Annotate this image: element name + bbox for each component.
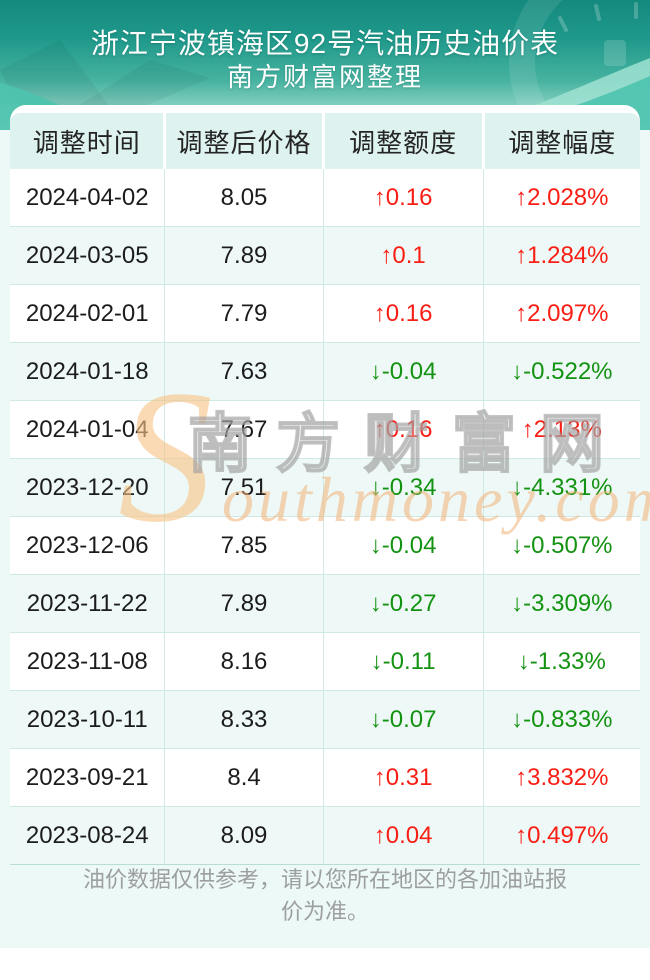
- cell-date: 2023-11-08: [10, 632, 166, 691]
- table-row: 2024-01-18 7.63 ↓-0.04 ↓-0.522%: [10, 342, 640, 401]
- table-row: 2024-03-05 7.89 ↑0.1 ↑1.284%: [10, 226, 640, 285]
- cell-price: 8.4: [164, 748, 324, 807]
- cell-rate: ↓-0.833%: [482, 690, 640, 749]
- cell-rate: ↑1.284%: [482, 226, 640, 285]
- cell-change: ↑0.04: [322, 806, 484, 865]
- cell-price: 7.63: [164, 342, 324, 401]
- disclaimer-text: 油价数据仅供参考，请以您所在地区的各加油站报价为准。: [82, 867, 567, 924]
- cell-change: ↓-0.04: [322, 516, 484, 575]
- cell-rate: ↑2.13%: [482, 400, 640, 459]
- cell-price: 8.33: [164, 690, 324, 749]
- cell-date: 2023-09-21: [10, 748, 166, 807]
- price-table-card: 调整时间 调整后价格 调整额度 调整幅度 2024-04-02 8.05 ↑0.…: [10, 105, 640, 865]
- table-row: 2023-11-22 7.89 ↓-0.27 ↓-3.309%: [10, 574, 640, 633]
- cell-change: ↑0.16: [322, 400, 484, 459]
- cell-rate: ↓-0.522%: [482, 342, 640, 401]
- column-header-change-amount: 调整额度: [321, 113, 485, 169]
- cell-change: ↓-0.34: [322, 458, 484, 517]
- cell-change: ↓-0.27: [322, 574, 484, 633]
- page-subtitle: 南方财富网整理: [226, 62, 423, 92]
- price-table-header: 调整时间 调整后价格 调整额度 调整幅度: [10, 113, 640, 169]
- cell-date: 2023-08-24: [10, 806, 166, 865]
- cell-rate: ↑0.497%: [482, 806, 640, 865]
- cell-rate: ↑3.832%: [482, 748, 640, 807]
- cell-price: 7.67: [164, 400, 324, 459]
- page-background: 浙江宁波镇海区92号汽油历史油价表 南方财富网整理 调整时间 调整后价格 调整额…: [0, 0, 650, 948]
- cell-price: 8.09: [164, 806, 324, 865]
- cell-date: 2023-11-22: [10, 574, 166, 633]
- cell-date: 2024-02-01: [10, 284, 166, 343]
- table-row: 2023-12-06 7.85 ↓-0.04 ↓-0.507%: [10, 516, 640, 575]
- cell-change: ↑0.31: [322, 748, 484, 807]
- table-row: 2023-10-11 8.33 ↓-0.07 ↓-0.833%: [10, 690, 640, 749]
- cell-price: 7.79: [164, 284, 324, 343]
- cell-price: 7.89: [164, 574, 324, 633]
- cell-date: 2024-04-02: [10, 169, 166, 227]
- cell-date: 2024-03-05: [10, 226, 166, 285]
- column-header-adjust-time: 调整时间: [10, 113, 167, 169]
- table-row: 2023-11-08 8.16 ↓-0.11 ↓-1.33%: [10, 632, 640, 691]
- price-table: 调整时间 调整后价格 调整额度 调整幅度 2024-04-02 8.05 ↑0.…: [10, 113, 640, 865]
- table-row: 2024-04-02 8.05 ↑0.16 ↑2.028%: [10, 169, 640, 227]
- cell-rate: ↓-1.33%: [482, 632, 640, 691]
- table-row: 2023-09-21 8.4 ↑0.31 ↑3.832%: [10, 748, 640, 807]
- bottom-white-strip: [0, 948, 650, 980]
- cell-change: ↑0.16: [322, 169, 484, 227]
- cell-price: 7.89: [164, 226, 324, 285]
- price-table-body: 2024-04-02 8.05 ↑0.16 ↑2.028% 2024-03-05…: [10, 169, 640, 865]
- cell-rate: ↓-0.507%: [482, 516, 640, 575]
- cell-price: 7.85: [164, 516, 324, 575]
- cell-price: 7.51: [164, 458, 324, 517]
- cell-change: ↑0.16: [322, 284, 484, 343]
- cell-change: ↓-0.04: [322, 342, 484, 401]
- cell-date: 2023-10-11: [10, 690, 166, 749]
- cell-date: 2023-12-20: [10, 458, 166, 517]
- cell-rate: ↓-3.309%: [482, 574, 640, 633]
- table-row: 2023-12-20 7.51 ↓-0.34 ↓-4.331%: [10, 458, 640, 517]
- table-row: 2024-01-04 7.67 ↑0.16 ↑2.13%: [10, 400, 640, 459]
- table-row: 2023-08-24 8.09 ↑0.04 ↑0.497%: [10, 806, 640, 865]
- column-header-change-rate: 调整幅度: [481, 113, 640, 169]
- cell-rate: ↑2.097%: [482, 284, 640, 343]
- column-header-price-after: 调整后价格: [163, 113, 325, 169]
- cell-rate: ↑2.028%: [482, 169, 640, 227]
- cell-change: ↓-0.11: [322, 632, 484, 691]
- cell-price: 8.05: [164, 169, 324, 227]
- cell-change: ↑0.1: [322, 226, 484, 285]
- cell-change: ↓-0.07: [322, 690, 484, 749]
- cell-price: 8.16: [164, 632, 324, 691]
- cell-date: 2024-01-18: [10, 342, 166, 401]
- cell-date: 2024-01-04: [10, 400, 166, 459]
- cell-rate: ↓-4.331%: [482, 458, 640, 517]
- page-title: 浙江宁波镇海区92号汽油历史油价表: [90, 28, 560, 59]
- cell-date: 2023-12-06: [10, 516, 166, 575]
- table-row: 2024-02-01 7.79 ↑0.16 ↑2.097%: [10, 284, 640, 343]
